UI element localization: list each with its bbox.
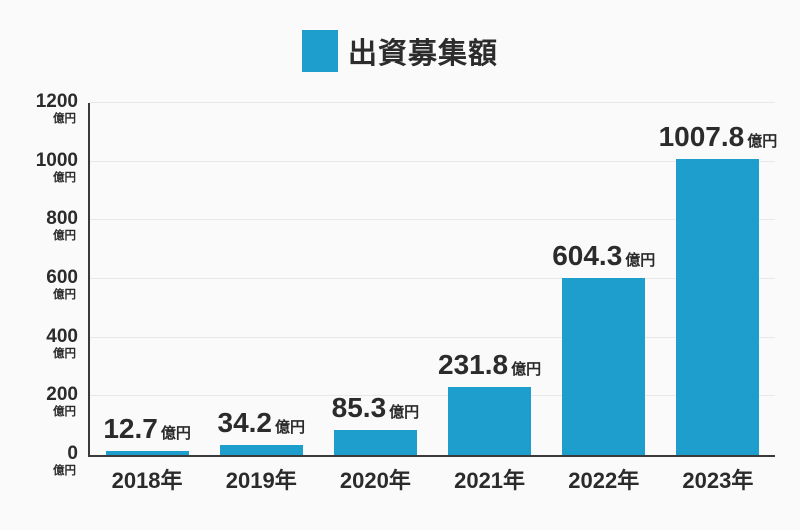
x-tick-label-2021年: 2021年	[454, 468, 526, 493]
value-label-2021年: 231.8 億円	[438, 349, 541, 381]
value-unit: 億円	[160, 425, 191, 443]
value-number: 1007.8	[658, 121, 745, 153]
value-unit: 億円	[747, 133, 778, 151]
chart-legend: 出資募集額	[0, 30, 800, 72]
legend-swatch-icon	[301, 30, 338, 72]
value-number: 85.3	[331, 391, 387, 423]
y-tick-value: 200	[46, 384, 78, 406]
gridline-1000	[90, 160, 775, 162]
value-label-2023年: 1007.8 億円	[659, 121, 778, 153]
value-number: 231.8	[438, 349, 509, 381]
y-axis-line	[88, 103, 90, 455]
y-tick-unit: 億円	[53, 347, 76, 360]
value-unit: 億円	[511, 361, 542, 379]
x-tick-label-2022年: 2022年	[568, 468, 640, 493]
plot-area: 12.7 億円 34.2 億円 85.3 億円 231.8 億円 604.3 億円 1007.8 億円	[88, 102, 778, 457]
bar-2022年	[562, 277, 646, 455]
x-tick-label-2020年: 2020年	[339, 468, 411, 493]
legend-label: 出資募集額	[347, 38, 498, 70]
bar-2020年	[333, 429, 417, 455]
value-label-2018年: 12.7 億円	[103, 413, 191, 445]
value-number: 34.2	[217, 406, 272, 438]
y-tick-value: 400	[46, 325, 78, 347]
bar-2019年	[219, 444, 303, 455]
y-tick-value: 1200	[35, 91, 78, 112]
gridline-400	[90, 336, 775, 338]
value-label-2019年: 34.2 億円	[217, 407, 305, 439]
gridline-600	[90, 278, 775, 279]
y-tick-value: 600	[46, 267, 78, 288]
x-tick-label-2023年: 2023年	[682, 468, 754, 493]
y-tick-unit: 億円	[53, 465, 76, 477]
gridline-1200	[90, 102, 775, 103]
value-unit: 億円	[274, 418, 306, 436]
bar-2018年	[105, 451, 189, 455]
y-tick-label-600: 600 億円	[0, 268, 78, 302]
value-number: 604.3	[552, 239, 623, 271]
y-tick-unit: 億円	[53, 230, 76, 243]
y-tick-unit: 億円	[53, 406, 76, 419]
x-axis-line	[88, 455, 775, 457]
gridline-200	[90, 395, 775, 397]
value-unit: 億円	[625, 251, 656, 269]
y-tick-label-400: 400 億円	[0, 327, 78, 361]
y-tick-label-1200: 1200 億円	[0, 92, 78, 126]
y-tick-value: 800	[46, 208, 78, 230]
y-tick-unit: 億円	[53, 171, 76, 184]
y-tick-label-1000: 1000 億円	[0, 151, 78, 185]
y-tick-label-800: 800 億円	[0, 209, 78, 243]
bar-2023年	[676, 159, 760, 455]
value-label-2022年: 604.3 億円	[552, 240, 655, 272]
x-tick-label-2018年: 2018年	[111, 468, 183, 493]
y-tick-value: 0	[67, 443, 78, 464]
y-tick-label-0: 0 億円	[0, 444, 78, 478]
value-label-2020年: 85.3 億円	[332, 392, 420, 424]
bar-2021年	[448, 387, 532, 455]
value-unit: 億円	[389, 403, 420, 421]
value-number: 12.7	[103, 413, 158, 445]
y-tick-unit: 億円	[53, 113, 76, 125]
y-tick-value: 1000	[35, 149, 78, 171]
y-tick-label-200: 200 億円	[0, 385, 78, 419]
y-tick-unit: 億円	[53, 289, 76, 301]
x-tick-label-2019年: 2019年	[225, 468, 297, 493]
gridline-800	[90, 219, 775, 221]
